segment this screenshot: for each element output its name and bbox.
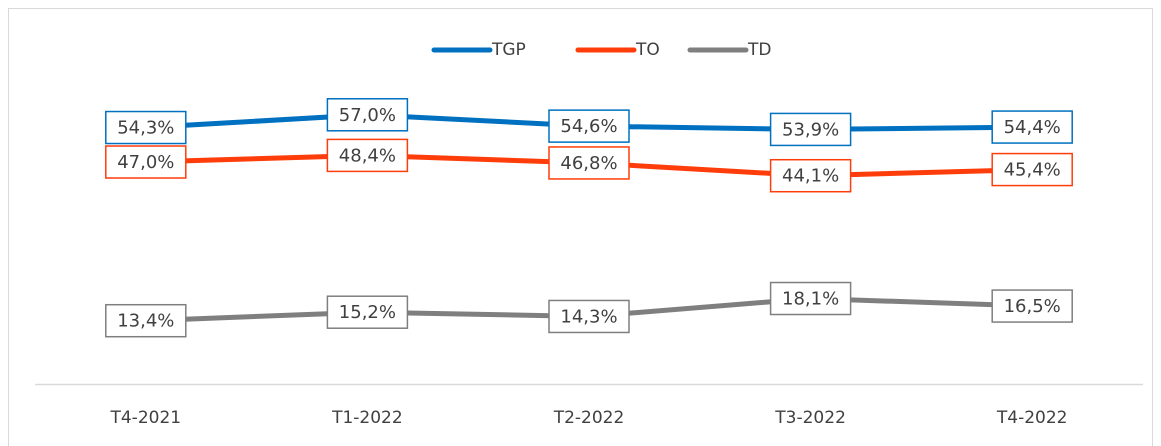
data-label-box (991, 289, 1073, 323)
data-label-box (105, 303, 187, 338)
x-tick-label: T4-2021 (109, 408, 181, 428)
data-label-box (769, 158, 852, 193)
data-label: 54,6% (560, 116, 617, 137)
data-label: 18,1% (782, 289, 839, 310)
chart-frame (8, 8, 1153, 446)
data-label: 14,3% (560, 306, 617, 327)
legend-label: TO (635, 40, 660, 60)
data-label-box (105, 110, 187, 145)
data-label-box (548, 146, 630, 180)
data-label-box (548, 109, 630, 143)
data-label-box (769, 112, 852, 147)
x-tick-label: T3-2022 (774, 408, 846, 428)
data-label: 54,3% (117, 118, 174, 139)
data-label-box (991, 152, 1073, 187)
data-label-box (105, 145, 187, 179)
legend-label: TGP (491, 40, 526, 60)
data-label-box (326, 138, 409, 173)
data-label: 46,8% (560, 153, 617, 174)
data-label: 16,5% (1004, 296, 1061, 317)
x-tick-label: T4-2022 (996, 408, 1068, 428)
data-label: 48,4% (339, 145, 396, 166)
data-label-box (326, 98, 409, 132)
data-label: 53,9% (782, 119, 839, 140)
data-label: 44,1% (782, 166, 839, 187)
legend-label: TD (747, 40, 771, 60)
x-tick-label: T2-2022 (553, 408, 625, 428)
data-label: 15,2% (339, 302, 396, 323)
data-label: 57,0% (339, 105, 396, 126)
data-label-box (769, 281, 852, 316)
data-label-box (991, 110, 1073, 144)
data-label-box (326, 295, 409, 329)
data-label: 13,4% (117, 311, 174, 332)
data-label: 47,0% (117, 152, 174, 173)
data-label: 45,4% (1004, 160, 1061, 181)
x-tick-label: T1-2022 (331, 408, 403, 428)
data-label-box (548, 299, 630, 334)
data-label: 54,4% (1004, 117, 1061, 138)
